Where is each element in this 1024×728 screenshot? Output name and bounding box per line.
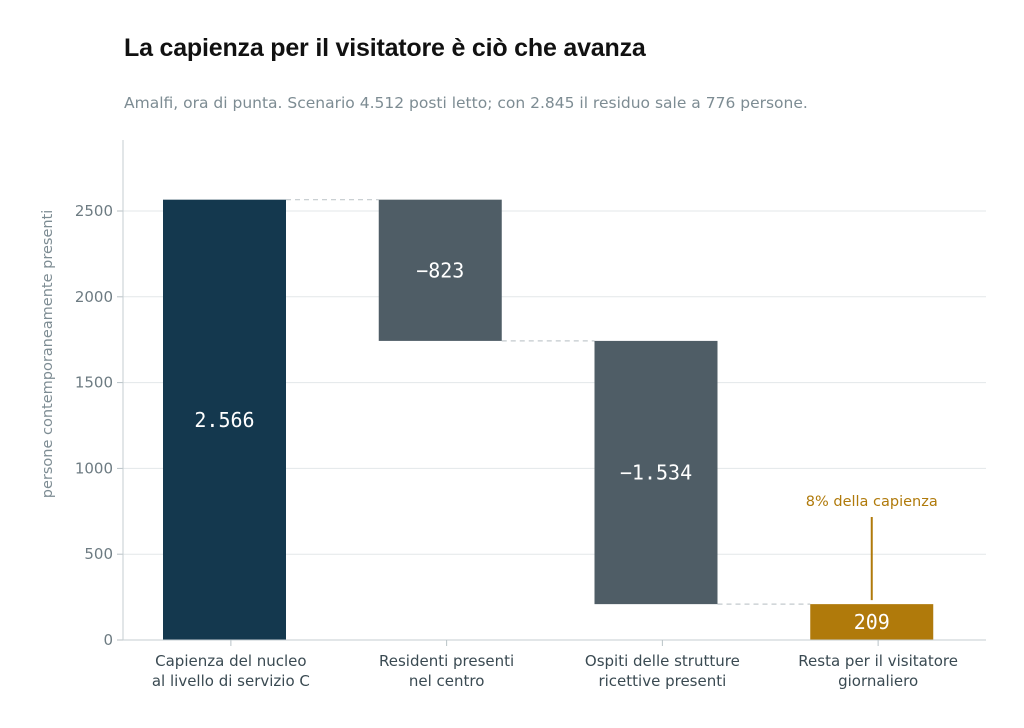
y-axis-label: persone contemporaneamente presenti — [40, 210, 56, 499]
bar-layer — [163, 199, 934, 641]
x-category-label: Resta per il visitatore — [798, 652, 958, 670]
x-category-label: Capienza del nucleo — [155, 652, 306, 670]
y-tick-label: 1500 — [75, 374, 113, 392]
bar-value-label: 2.566 — [194, 408, 254, 432]
bar-1 — [378, 199, 502, 341]
label-layer: 2.566 −823 −1.534 209 8% della capienza — [194, 258, 937, 634]
x-category-label: nel centro — [409, 672, 485, 690]
axis-layer: 0 500 1000 1500 2000 2500 Capienza del nucleo a… — [75, 140, 986, 690]
y-tick-label: 0 — [103, 631, 113, 649]
bar-2 — [594, 340, 718, 605]
x-category-label: ricettive presenti — [598, 672, 726, 690]
x-category-label: giornaliero — [838, 672, 918, 690]
connector-layer — [286, 199, 811, 605]
bar-3 — [810, 604, 934, 640]
y-tick-label: 2000 — [75, 288, 113, 306]
y-tick-label: 1000 — [75, 459, 113, 477]
chart-title: La capienza per il visitatore è ciò che … — [124, 34, 646, 62]
chart-subtitle: Amalfi, ora di punta. Scenario 4.512 pos… — [124, 94, 808, 112]
bar-value-label: −823 — [416, 258, 464, 282]
bar-value-label: −1.534 — [620, 461, 692, 485]
x-category-label: Residenti presenti — [379, 652, 514, 670]
annotation-label: 8% della capienza — [806, 494, 938, 510]
x-category-label: Ospiti delle strutture — [585, 652, 740, 670]
bar-0 — [163, 199, 286, 641]
bar-value-label: 209 — [854, 610, 890, 634]
y-tick-label: 2500 — [75, 202, 113, 220]
y-tick-label: 500 — [84, 545, 113, 563]
x-category-label: al livello di servizio C — [152, 672, 310, 690]
